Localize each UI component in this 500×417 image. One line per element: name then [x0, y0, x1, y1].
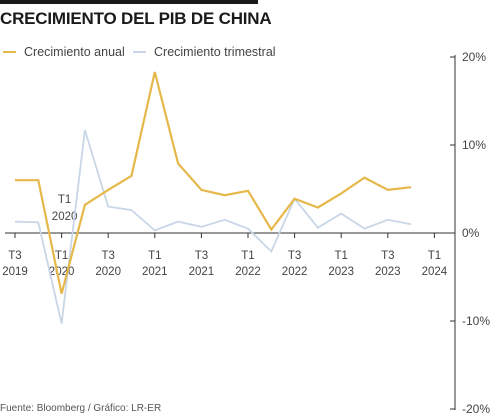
y-tick-label: 20% — [462, 50, 486, 64]
x-tick-label-quarter: T1 — [148, 250, 161, 262]
x-tick-label-year: 2022 — [282, 266, 308, 278]
x-tick-label-quarter: T3 — [195, 250, 208, 262]
legend-label-quarterly: Crecimiento trimestral — [154, 45, 276, 59]
x-tick-label-quarter: T1 — [334, 250, 347, 262]
x-tick-label-year: 2021 — [142, 266, 168, 278]
x-tick-label-year: 2021 — [189, 266, 215, 278]
legend-label-annual: Crecimiento anual — [24, 45, 125, 59]
source-note: Fuente: Bloomberg / Gráfico: LR-ER — [0, 403, 162, 414]
title-rule — [0, 0, 258, 4]
annotation-quarter: T1 — [58, 194, 71, 206]
y-tick-label: -20% — [462, 402, 490, 416]
legend-swatch-quarterly — [133, 51, 146, 53]
x-tick-label-quarter: T3 — [288, 250, 301, 262]
x-tick-label-year: 2020 — [49, 266, 75, 278]
x-tick-label-quarter: T3 — [8, 250, 21, 262]
x-tick-label-year: 2024 — [422, 266, 448, 278]
chart-title: CRECIMIENTO DEL PIB DE CHINA — [0, 9, 272, 28]
y-tick-label: -10% — [462, 314, 490, 328]
x-tick-label-year: 2023 — [375, 266, 401, 278]
x-tick-label-quarter: T3 — [101, 250, 114, 262]
x-tick-label-year: 2019 — [2, 266, 28, 278]
x-tick-label-year: 2022 — [235, 266, 261, 278]
series-line-quarterly — [14, 129, 412, 324]
legend-item-annual: Crecimiento anual — [3, 44, 125, 60]
x-tick-label-year: 2023 — [328, 266, 354, 278]
legend-swatch-annual — [3, 51, 16, 53]
x-tick-label-year: 2020 — [95, 266, 121, 278]
y-tick-label: 10% — [462, 138, 486, 152]
x-tick-label-quarter: T1 — [241, 250, 254, 262]
annotation-year: 2020 — [52, 211, 78, 223]
x-tick-label-quarter: T3 — [381, 250, 394, 262]
y-tick-label: 0% — [462, 226, 480, 240]
legend-item-quarterly: Crecimiento trimestral — [133, 44, 276, 60]
x-tick-label-quarter: T1 — [55, 250, 68, 262]
x-tick-label-quarter: T1 — [428, 250, 441, 262]
series-line-annual — [15, 71, 412, 294]
